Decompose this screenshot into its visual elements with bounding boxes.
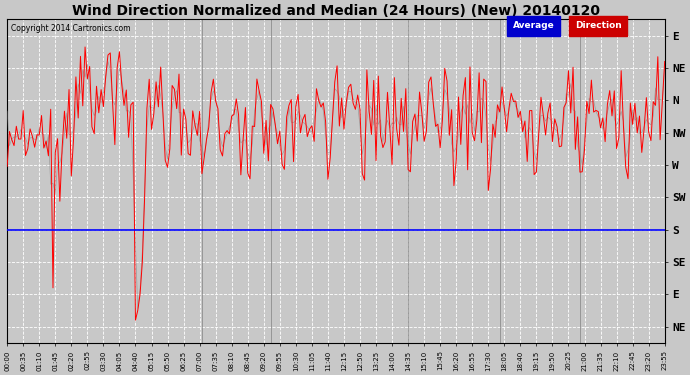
- Text: Copyright 2014 Cartronics.com: Copyright 2014 Cartronics.com: [10, 24, 130, 33]
- Text: Average: Average: [513, 21, 555, 30]
- Text: Direction: Direction: [575, 21, 622, 30]
- Title: Wind Direction Normalized and Median (24 Hours) (New) 20140120: Wind Direction Normalized and Median (24…: [72, 4, 600, 18]
